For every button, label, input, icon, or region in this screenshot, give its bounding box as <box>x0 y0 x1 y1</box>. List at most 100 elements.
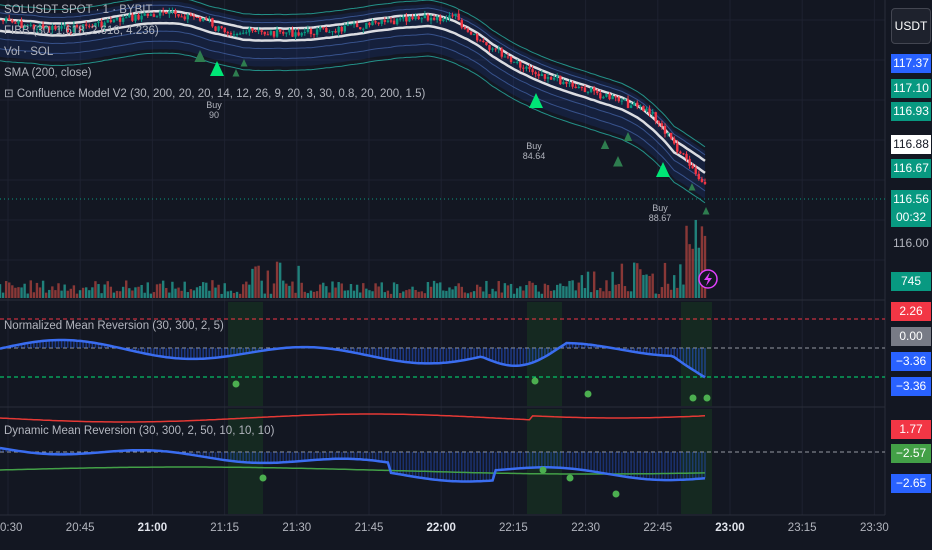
currency-button[interactable]: USDT <box>891 8 931 44</box>
volume-bar <box>639 269 642 298</box>
legend-symbol[interactable]: SOLUSDT SPOT · 1 · BYBIT <box>4 4 153 16</box>
candle <box>35 28 39 30</box>
candle <box>676 143 679 152</box>
volume-bar <box>91 287 94 298</box>
volume-bar <box>500 292 504 298</box>
candle <box>365 22 368 29</box>
volume-bar <box>309 290 313 298</box>
volume-bar <box>88 290 91 298</box>
candle <box>694 168 697 174</box>
volume-bar <box>349 284 353 298</box>
volume-bar <box>636 263 639 298</box>
candle <box>41 24 45 29</box>
candle <box>125 17 128 19</box>
candle <box>57 28 60 30</box>
indicator-tag: −2.65 <box>891 474 931 493</box>
volume-bar <box>531 282 534 298</box>
volume-bar <box>688 244 691 298</box>
candle <box>703 181 707 184</box>
legend-sma[interactable]: SMA (200, close) <box>4 67 92 79</box>
candle <box>512 61 516 63</box>
volume-bar <box>700 226 704 298</box>
candle <box>685 153 688 159</box>
volume-bar <box>223 283 226 298</box>
candle <box>571 82 574 87</box>
volume-bar <box>331 281 334 298</box>
candle <box>94 23 97 27</box>
volume-bar <box>426 282 430 298</box>
volume-bar <box>380 282 383 298</box>
volume-bar <box>312 291 316 298</box>
legend-confluence[interactable]: ⊡ Confluence Model V2 (30, 200, 20, 20, … <box>4 88 426 100</box>
indicator-tag: 1.77 <box>891 420 931 439</box>
volume-bar <box>294 292 297 298</box>
candle <box>66 25 69 33</box>
legend-volume[interactable]: Vol · SOL <box>4 46 54 58</box>
volume-bar <box>654 293 657 298</box>
buy-marker-icon <box>688 183 696 191</box>
pane-title-dynamic[interactable]: Dynamic Mean Reversion (30, 300, 2, 50, … <box>4 425 275 437</box>
candle <box>26 25 29 27</box>
volume-bar <box>645 274 648 298</box>
volume-bar <box>389 293 393 298</box>
candle <box>599 93 602 99</box>
volume-bar <box>180 290 183 298</box>
candle <box>519 61 522 68</box>
candle <box>611 96 614 100</box>
fib-band-line <box>0 40 706 192</box>
volume-bar <box>395 284 399 298</box>
volume-bar <box>402 291 405 298</box>
volume-bar <box>121 286 125 298</box>
volume-bar <box>38 287 42 298</box>
volume-bar <box>291 281 294 298</box>
volume-bar <box>694 219 697 298</box>
volume-bar <box>0 284 2 298</box>
candle <box>399 18 402 20</box>
signal-dot <box>539 466 547 474</box>
candle <box>161 11 165 13</box>
signal-dot <box>612 490 620 498</box>
candle <box>528 66 531 70</box>
volume-bar <box>405 290 408 298</box>
candle <box>54 25 57 30</box>
time-tick-label: 21:45 <box>354 522 384 534</box>
volume-bar <box>254 266 257 298</box>
volume-bar <box>248 284 251 298</box>
volume-bar <box>352 290 356 298</box>
pane-title-normalized[interactable]: Normalized Mean Reversion (30, 300, 2, 5… <box>4 320 224 332</box>
volume-bar <box>14 287 17 298</box>
volume-bar <box>81 287 85 298</box>
volume-bar <box>205 282 208 298</box>
candle <box>556 75 559 78</box>
volume-bar <box>17 287 20 298</box>
volume-bar <box>703 235 707 298</box>
signal-dot <box>689 394 697 402</box>
candle <box>217 26 220 31</box>
candle <box>442 19 445 22</box>
volume-bar <box>602 291 605 298</box>
price-tag: 116.56 <box>891 190 931 209</box>
volume-bar <box>232 293 236 298</box>
volume-bar <box>146 282 149 298</box>
volume-bar <box>106 281 109 298</box>
volume-bar <box>125 280 128 298</box>
price-tag: 116.88 <box>891 135 931 154</box>
volume-bar <box>140 284 143 298</box>
candle <box>660 123 664 126</box>
candle <box>469 31 473 35</box>
candle <box>472 34 476 36</box>
candle <box>81 24 85 31</box>
legend-fibb[interactable]: FIBB (30, 1.618, 2.618, 4.236) <box>4 25 159 37</box>
candle <box>245 32 248 34</box>
candle <box>651 112 654 114</box>
volume-bar <box>63 284 66 298</box>
volume-bar <box>543 283 547 298</box>
candle <box>352 23 356 25</box>
candle <box>531 69 534 73</box>
volume-bar <box>131 290 134 298</box>
candle <box>118 17 122 22</box>
volume-bar <box>155 284 159 298</box>
candle <box>562 81 565 85</box>
volume-bar <box>432 280 436 298</box>
